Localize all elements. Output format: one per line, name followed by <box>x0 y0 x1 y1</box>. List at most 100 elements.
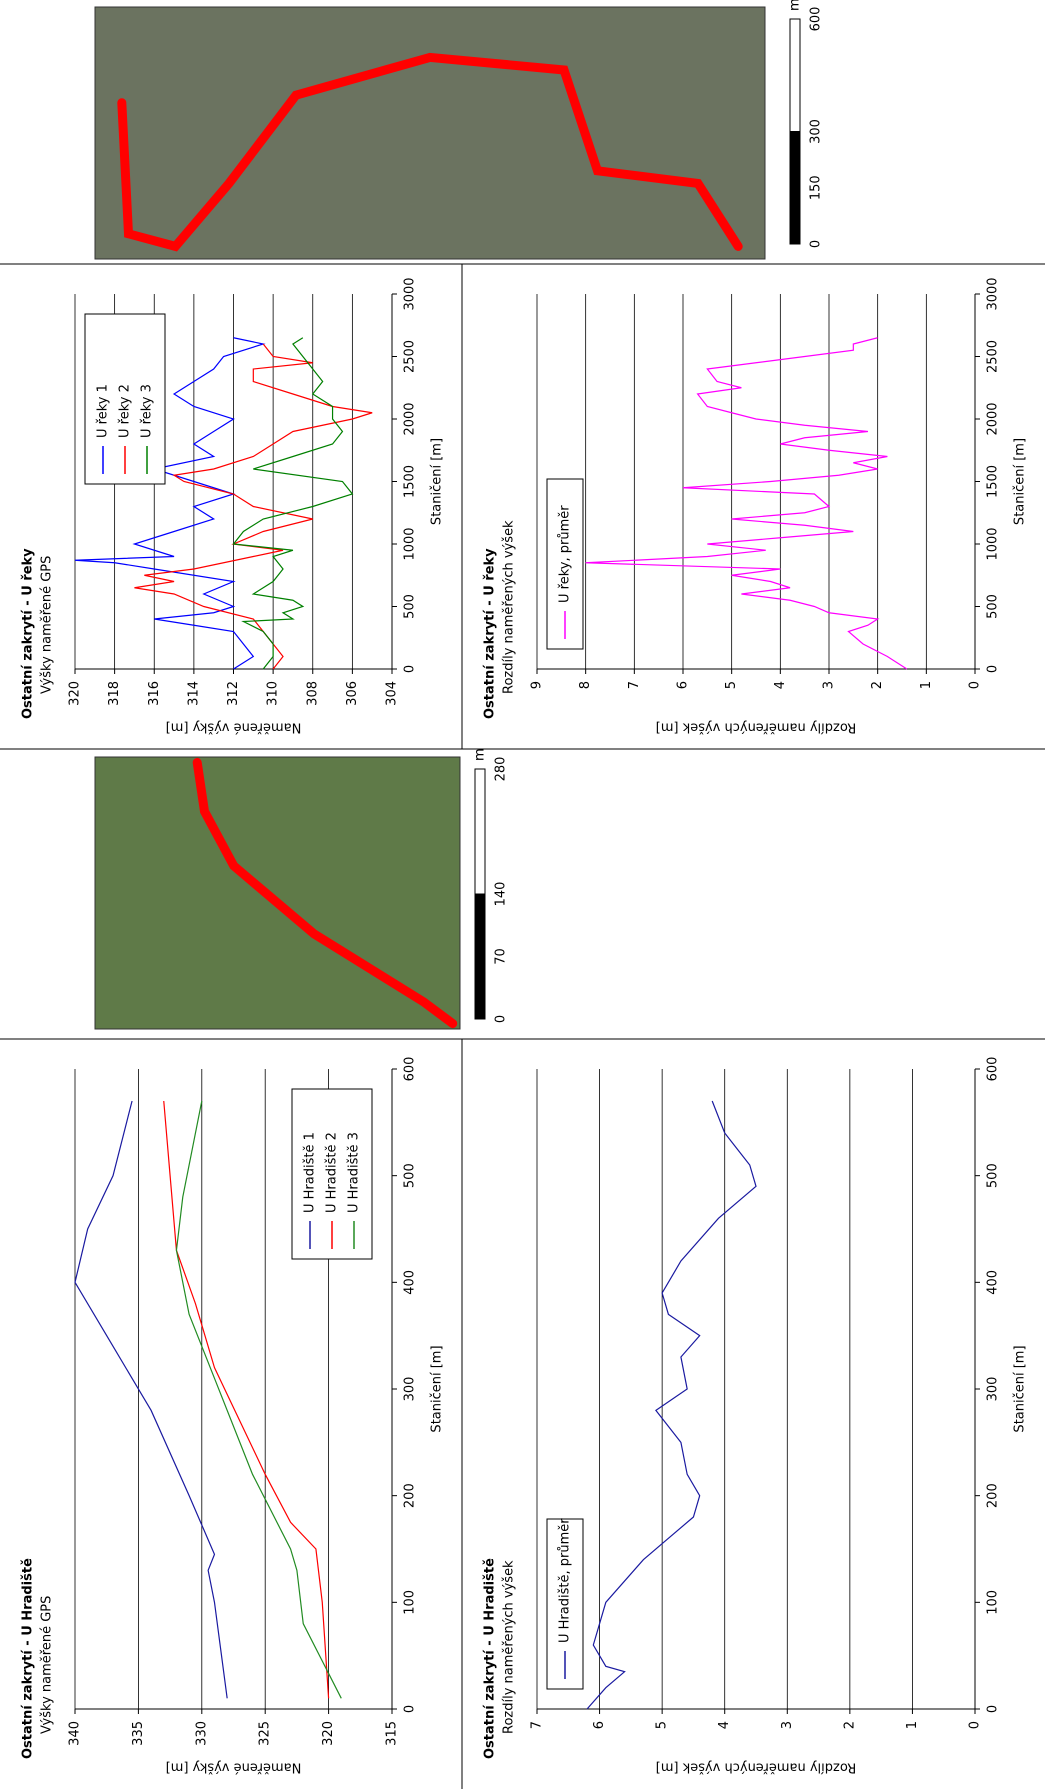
x-tick-label: 0 <box>986 1705 1001 1713</box>
legend-box <box>291 1088 373 1260</box>
y-tick-label: 5 <box>724 681 739 689</box>
chart-subtitle: Rozdíly naměřených výšek <box>502 1560 517 1734</box>
y-tick-label: 3 <box>780 1721 795 1729</box>
y-tick-label: 2 <box>870 681 885 689</box>
y-axis-label: Rozdíly naměřených výšek [m] <box>656 1760 857 1775</box>
data-line <box>232 337 354 670</box>
x-tick-label: 0 <box>986 665 1001 673</box>
legend-label: U řeky 3 <box>140 384 155 438</box>
x-tick-label: 2000 <box>986 402 1001 435</box>
y-tick-label: 6 <box>592 1721 607 1729</box>
route <box>117 52 743 252</box>
x-tick-label: 600 <box>403 1057 418 1082</box>
scale-unit: m <box>788 0 803 11</box>
y-tick-label: 6 <box>676 681 691 689</box>
x-tick-label: 200 <box>986 1483 1001 1508</box>
y-tick-label: 1 <box>919 681 934 689</box>
scale-label: 140 <box>494 882 509 907</box>
y-tick-label: 1 <box>905 1721 920 1729</box>
aerial-photo <box>94 6 766 260</box>
y-tick-label: 335 <box>131 1721 146 1746</box>
x-axis-label: Staničení [m] <box>430 438 445 525</box>
y-tick-label: 4 <box>717 1721 732 1729</box>
scale-segment <box>474 956 486 1020</box>
scale-segment <box>474 768 486 895</box>
x-tick-label: 400 <box>403 1270 418 1295</box>
y-tick-label: 9 <box>530 681 545 689</box>
legend-box <box>84 313 166 485</box>
scale-unit: m <box>473 748 488 761</box>
x-tick-label: 500 <box>986 594 1001 619</box>
chart-title: Ostatní zakrytí - U Hradiště <box>483 1558 498 1759</box>
y-tick-label: 325 <box>258 1721 273 1746</box>
y-tick-label: 8 <box>578 681 593 689</box>
chart-subtitle: Rozdíly naměřených výšek <box>502 520 517 694</box>
x-tick-label: 300 <box>986 1377 1001 1402</box>
y-tick-label: 318 <box>107 681 122 706</box>
scale-segment <box>789 187 801 245</box>
x-tick-label: 3000 <box>403 277 418 310</box>
x-tick-label: 100 <box>403 1590 418 1615</box>
y-tick-label: 315 <box>385 1721 400 1746</box>
legend-label: U Hradiště 1 <box>303 1132 318 1213</box>
y-tick-label: 306 <box>345 681 360 706</box>
chart-title: Ostatní zakrytí - U řeky <box>21 548 36 719</box>
y-tick-label: 314 <box>186 681 201 706</box>
x-tick-label: 500 <box>403 594 418 619</box>
x-tick-label: 1500 <box>986 465 1001 498</box>
y-tick-label: 320 <box>68 681 83 706</box>
y-tick-label: 5 <box>655 1721 670 1729</box>
scale-label: 0 <box>494 1015 509 1023</box>
x-tick-label: 300 <box>403 1377 418 1402</box>
legend-box <box>546 1518 584 1690</box>
y-tick-label: 7 <box>530 1721 545 1729</box>
data-line <box>585 337 908 670</box>
x-tick-label: 1000 <box>986 527 1001 560</box>
x-tick-label: 500 <box>403 1163 418 1188</box>
legend-box <box>546 478 584 650</box>
scale-label: 0 <box>809 240 824 248</box>
y-tick-label: 0 <box>968 681 983 689</box>
x-axis-label: Staničení [m] <box>430 1345 445 1432</box>
x-tick-label: 3000 <box>986 277 1001 310</box>
legend-label: U Hradiště, průměr <box>558 1518 573 1643</box>
y-axis-label: Naměřené výšky [m] <box>166 1760 302 1775</box>
x-tick-label: 0 <box>403 665 418 673</box>
x-tick-label: 100 <box>986 1590 1001 1615</box>
y-tick-label: 310 <box>266 681 281 706</box>
chart-title: Ostatní zakrytí - U Hradiště <box>21 1558 36 1759</box>
y-tick-label: 330 <box>194 1721 209 1746</box>
x-axis-label: Staničení [m] <box>1013 1345 1028 1432</box>
y-tick-label: 2 <box>842 1721 857 1729</box>
legend-label: U řeky 1 <box>96 384 111 438</box>
legend-label: U Hradiště 3 <box>347 1132 362 1213</box>
legend-label: U řeky, průměr <box>558 505 573 603</box>
x-tick-label: 1000 <box>403 527 418 560</box>
data-line <box>175 1100 342 1699</box>
aerial-photo <box>94 756 461 1030</box>
y-tick-label: 316 <box>147 681 162 706</box>
chart-title: Ostatní zakrytí - U řeky <box>483 548 498 719</box>
data-line <box>74 1100 228 1699</box>
data-line <box>134 343 373 670</box>
scale-label: 300 <box>809 119 824 144</box>
y-tick-label: 4 <box>773 681 788 689</box>
x-tick-label: 500 <box>986 1163 1001 1188</box>
x-tick-label: 2500 <box>986 340 1001 373</box>
legend-label: U Hradiště 2 <box>325 1132 340 1213</box>
y-tick-label: 0 <box>968 1721 983 1729</box>
x-tick-label: 2500 <box>403 340 418 373</box>
y-tick-label: 312 <box>226 681 241 706</box>
scale-label: 70 <box>494 948 509 965</box>
y-tick-label: 320 <box>321 1721 336 1746</box>
y-tick-label: 304 <box>385 681 400 706</box>
y-tick-label: 7 <box>627 681 642 689</box>
data-line <box>74 337 266 670</box>
x-tick-label: 200 <box>403 1483 418 1508</box>
x-tick-label: 400 <box>986 1270 1001 1295</box>
y-axis-label: Rozdíly naměřených výšek [m] <box>656 720 857 735</box>
y-tick-label: 308 <box>305 681 320 706</box>
data-line <box>163 1100 330 1699</box>
